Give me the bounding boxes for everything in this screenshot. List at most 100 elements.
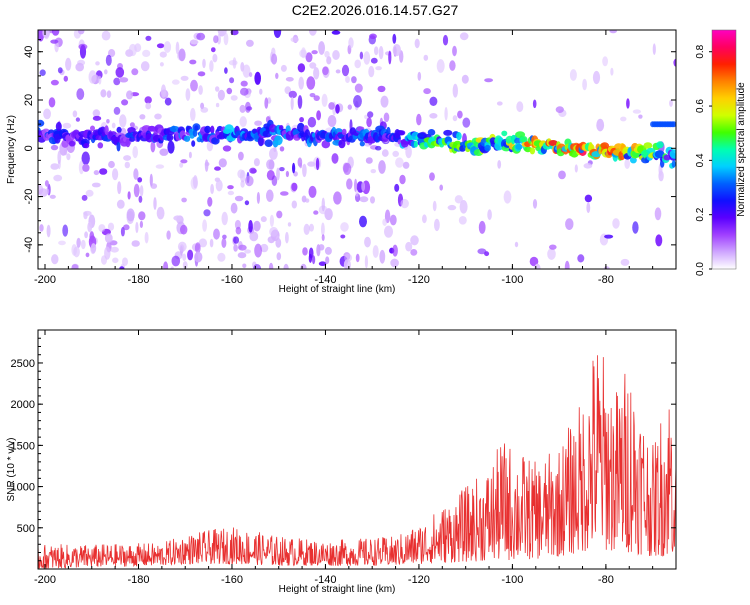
- noise-blob: [180, 159, 188, 164]
- noise-blob: [632, 109, 642, 114]
- noise-blob: [459, 32, 469, 41]
- noise-blob: [244, 249, 252, 254]
- noise-blob: [123, 224, 130, 231]
- noise-blob: [484, 78, 493, 83]
- noise-blob: [233, 244, 238, 252]
- signal-blob: [600, 142, 609, 149]
- noise-blob: [354, 59, 362, 69]
- noise-blob: [604, 234, 614, 239]
- noise-blob: [180, 224, 188, 235]
- noise-blob: [340, 222, 349, 232]
- noise-blob: [442, 34, 449, 46]
- signal-blob: [116, 141, 121, 152]
- noise-blob: [347, 104, 352, 110]
- x-tick-label: -200: [34, 274, 56, 286]
- noise-blob: [344, 253, 353, 262]
- noise-blob: [370, 196, 375, 204]
- noise-blob: [212, 53, 218, 63]
- noise-blob: [122, 257, 128, 267]
- noise-blob: [145, 102, 152, 110]
- y-tick-label: -40: [23, 237, 35, 253]
- noise-blob: [269, 226, 279, 237]
- noise-blob: [132, 146, 138, 159]
- noise-blob: [126, 90, 133, 100]
- noise-blob: [284, 86, 292, 95]
- y-tick-label: 40: [23, 46, 35, 58]
- noise-blob: [57, 150, 62, 164]
- noise-blob: [332, 50, 340, 60]
- noise-blob: [267, 236, 275, 244]
- noise-blob: [484, 251, 490, 257]
- noise-blob: [242, 263, 247, 269]
- noise-blob: [410, 249, 418, 256]
- noise-blob: [78, 160, 84, 175]
- noise-blob: [153, 197, 157, 210]
- noise-blob: [549, 244, 557, 250]
- noise-blob: [302, 163, 307, 178]
- noise-blob: [325, 256, 330, 265]
- noise-blob: [269, 214, 274, 227]
- noise-blob: [315, 157, 320, 171]
- signal-blob: [204, 125, 212, 134]
- noise-blob: [72, 110, 78, 118]
- noise-blob: [364, 255, 368, 269]
- noise-blob: [313, 210, 319, 215]
- signal-blob: [183, 135, 191, 142]
- noise-blob: [444, 107, 448, 121]
- noise-blob: [39, 224, 44, 232]
- noise-blob: [171, 79, 180, 85]
- noise-blob: [477, 248, 487, 255]
- noise-blob: [238, 244, 247, 251]
- noise-blob: [221, 211, 228, 226]
- noise-blob: [164, 97, 172, 106]
- noise-blob: [569, 69, 577, 81]
- noise-blob: [322, 66, 329, 76]
- x-tick-label: -140: [314, 274, 336, 286]
- noise-blob: [119, 77, 129, 83]
- noise-blob: [280, 64, 287, 72]
- colorbar-gradient: [712, 30, 736, 269]
- noise-blob: [313, 67, 320, 80]
- noise-blob: [227, 190, 235, 196]
- signal-blob: [341, 128, 347, 136]
- signal-blob: [192, 129, 198, 137]
- noise-blob: [50, 144, 59, 151]
- noise-blob: [84, 231, 88, 239]
- noise-blob: [51, 254, 59, 265]
- noise-blob: [223, 32, 229, 46]
- noise-blob: [142, 49, 151, 58]
- noise-blob: [259, 88, 263, 95]
- signal-blob: [210, 125, 215, 134]
- noise-blob: [327, 115, 337, 127]
- noise-blob: [497, 160, 502, 169]
- noise-blob: [254, 243, 262, 258]
- noise-blob: [297, 63, 306, 73]
- noise-blob: [583, 163, 593, 169]
- noise-blob: [217, 89, 225, 101]
- noise-blob: [564, 260, 570, 269]
- noise-blob: [632, 221, 639, 234]
- noise-blob: [331, 153, 339, 164]
- noise-blob: [276, 167, 280, 181]
- noise-blob: [394, 183, 400, 192]
- noise-blob: [104, 69, 108, 75]
- noise-blob: [422, 214, 427, 224]
- noise-blob: [65, 57, 72, 71]
- noise-blob: [381, 149, 389, 157]
- noise-blob: [87, 221, 93, 233]
- noise-blob: [242, 64, 251, 78]
- noise-blob: [285, 231, 289, 244]
- noise-blob: [423, 88, 431, 95]
- noise-blob: [179, 162, 184, 168]
- noise-blob: [297, 95, 303, 109]
- noise-blob: [620, 258, 630, 266]
- noise-blob: [106, 119, 110, 124]
- noise-blob: [364, 236, 371, 248]
- signal-blob: [484, 144, 491, 152]
- noise-blob: [202, 219, 208, 232]
- top-plot-frame: [37, 29, 677, 270]
- noise-blob: [384, 225, 393, 238]
- signal-blob: [515, 131, 526, 139]
- noise-blob: [209, 238, 214, 248]
- noise-blob: [655, 234, 663, 247]
